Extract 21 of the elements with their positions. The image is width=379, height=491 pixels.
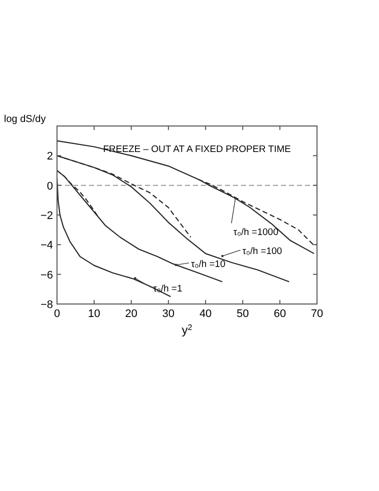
x-axis-title: y$^{2}$ xyxy=(182,322,193,337)
text: FREEZE – OUT AT A FIXED PROPER TIME xyxy=(103,144,291,155)
x-tick-label: 10 xyxy=(88,308,100,320)
y-tick-label: 0 xyxy=(46,180,53,192)
annotation: τ₀/h =100 xyxy=(242,246,282,258)
y-tick-label: 2 xyxy=(46,150,53,163)
x-tick-label: 50 xyxy=(236,308,249,320)
x-tick-label: 60 xyxy=(274,308,286,320)
annotation: τ₀/h =1000 xyxy=(233,227,278,238)
x-tick-label: 30 xyxy=(162,308,175,320)
y-tick-label: −4 xyxy=(40,240,53,252)
annotation: τ₀/h =1 xyxy=(153,283,182,294)
y-axis-title: log dS/dy xyxy=(4,114,46,125)
y-tick-label: −8 xyxy=(40,299,53,311)
annotation: τ₀/h =10 xyxy=(191,258,226,270)
y-tick-label: −2 xyxy=(40,210,53,222)
y-tick-label: −6 xyxy=(40,269,53,282)
x-tick-label: 20 xyxy=(125,308,138,320)
x-tick-label: 40 xyxy=(199,308,212,320)
line-series xyxy=(56,140,315,254)
x-tick-label: 70 xyxy=(310,308,324,320)
